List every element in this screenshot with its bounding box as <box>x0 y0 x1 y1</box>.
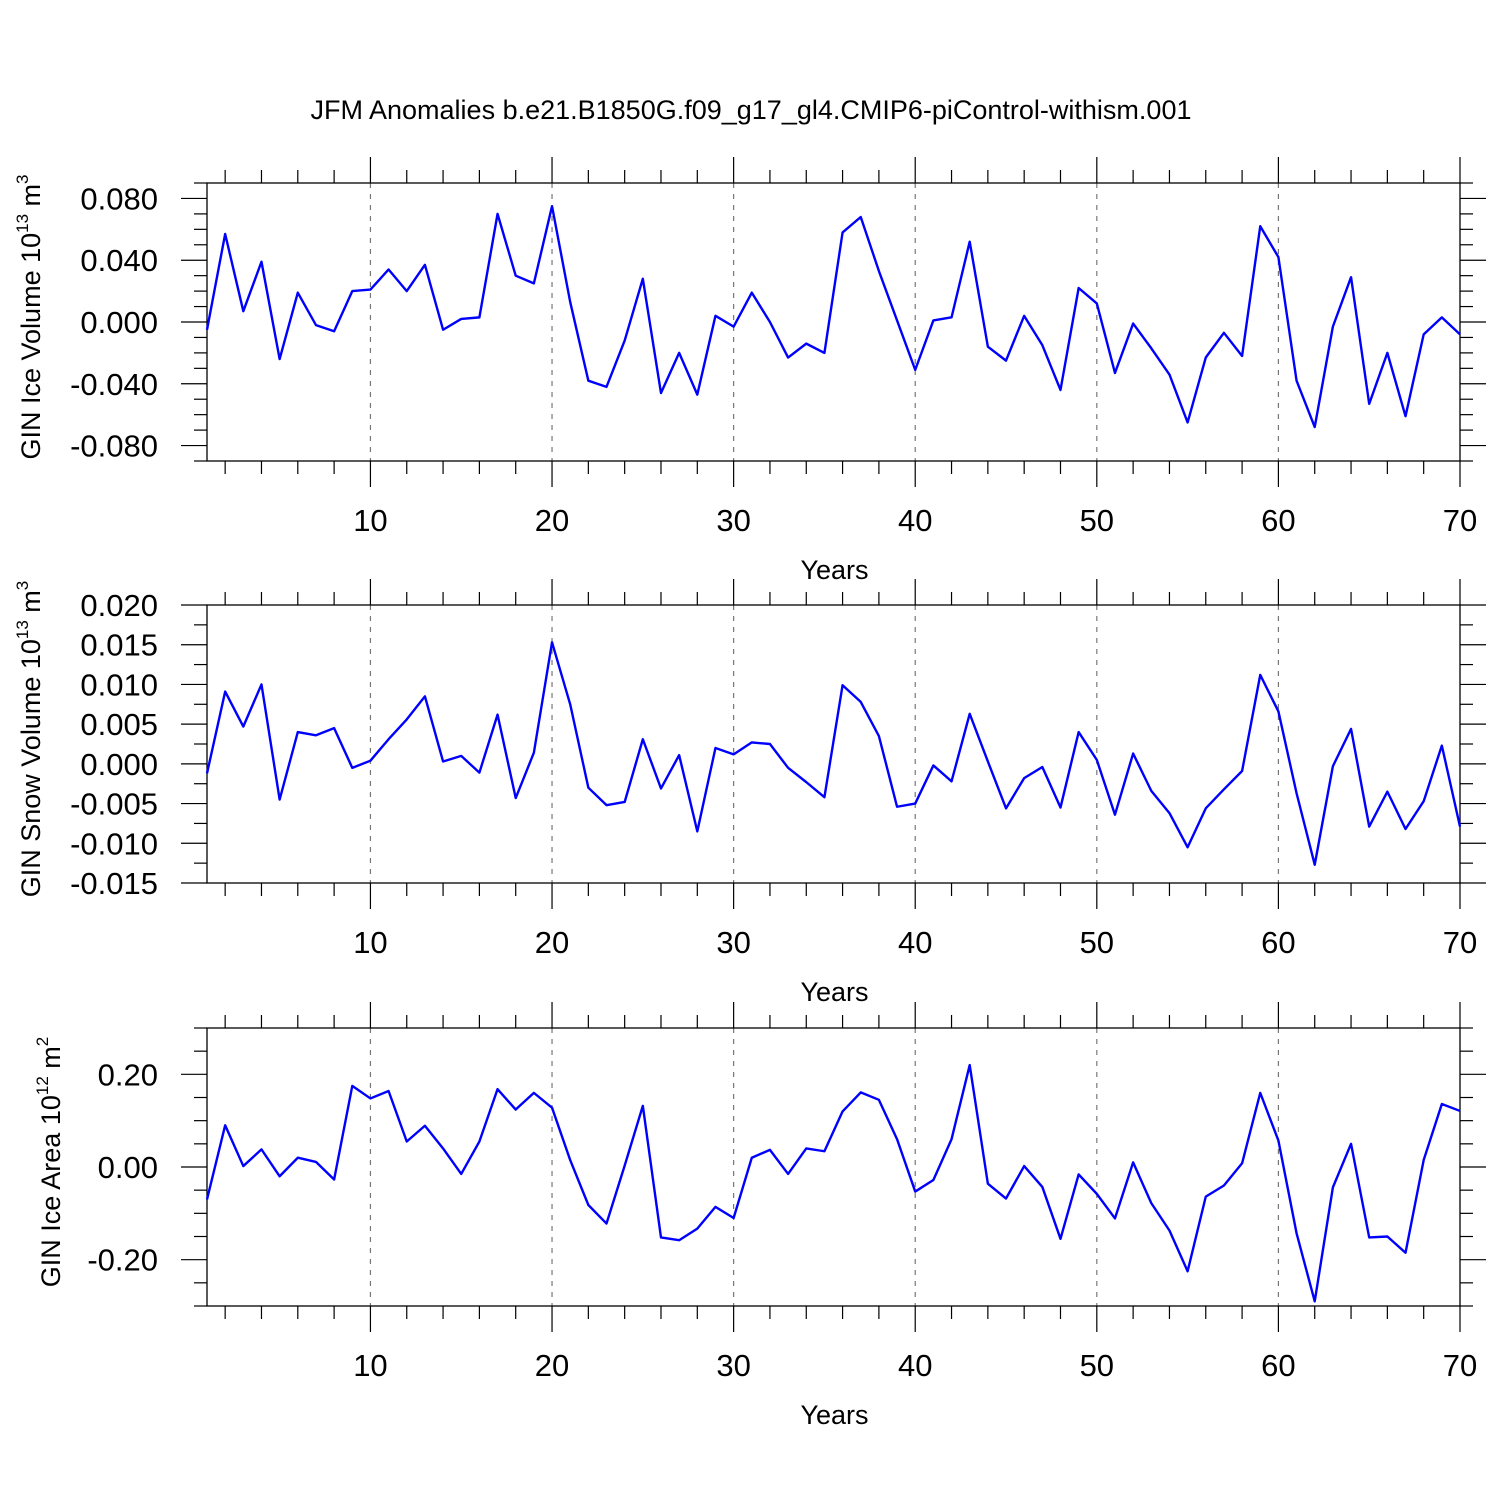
ice-area-y-axis-label: GIN Ice Area 1012 m2 <box>33 1037 66 1288</box>
snow-volume-x-tick-label: 20 <box>535 925 569 960</box>
ice-volume-x-tick-label: 30 <box>716 503 750 538</box>
snow-volume-y-tick-label: -0.005 <box>70 787 158 822</box>
ice-volume-x-tick-label: 20 <box>535 503 569 538</box>
snow-volume-x-tick-label: 30 <box>716 925 750 960</box>
snow-volume-x-tick-label: 60 <box>1261 925 1295 960</box>
snow-volume-x-tick-label: 40 <box>898 925 932 960</box>
snow-volume-y-tick-label: 0.010 <box>80 667 158 702</box>
ice-volume-y-tick-label: -0.040 <box>70 367 158 402</box>
snow-volume-x-tick-label: 50 <box>1080 925 1114 960</box>
ice-area-panel: 10 20 30 40 50 60 70 0.20 0.00 -0.20 Years GIN Ice … <box>33 1002 1486 1430</box>
snow-volume-x-tick-label: 70 <box>1443 925 1477 960</box>
ice-area-x-tick-label: 60 <box>1261 1348 1295 1383</box>
snow-volume-y-tick-label: 0.015 <box>80 628 158 663</box>
ice-area-y-tick-label: -0.20 <box>87 1243 158 1278</box>
snow-volume-y-tick-label: -0.010 <box>70 826 158 861</box>
ice-area-y-tick-label: 0.00 <box>98 1150 158 1185</box>
ice-area-y-tick-label: 0.20 <box>98 1057 158 1092</box>
ice-area-x-tick-label: 10 <box>353 1348 387 1383</box>
ice-volume-y-tick-label: 0.000 <box>80 305 158 340</box>
ice-volume-y-axis-label: GIN Ice Volume 1013 m3 <box>13 174 46 459</box>
ice-volume-x-tick-label: 10 <box>353 503 387 538</box>
snow-volume-y-axis-label: GIN Snow Volume 1013 m3 <box>13 581 46 898</box>
ice-area-series-line <box>205 1063 1461 1303</box>
snow-volume-y-tick-label: 0.000 <box>80 747 158 782</box>
snow-volume-y-tick-label: -0.015 <box>70 866 158 901</box>
snow-volume-series-line <box>205 641 1462 866</box>
ice-volume-x-tick-label: 50 <box>1080 503 1114 538</box>
ice-area-x-tick-label: 20 <box>535 1348 569 1383</box>
ice-area-x-tick-label: 30 <box>716 1348 750 1383</box>
snow-volume-y-tick-label: 0.005 <box>80 707 158 742</box>
ice-area-x-tick-label: 50 <box>1080 1348 1114 1383</box>
ice-area-x-tick-label: 40 <box>898 1348 932 1383</box>
ice-volume-y-tick-label: 0.040 <box>80 243 158 278</box>
ice-volume-x-tick-label: 70 <box>1443 503 1477 538</box>
ice-volume-x-tick-label: 40 <box>898 503 932 538</box>
ice-volume-series-line <box>205 204 1461 429</box>
figure-title: JFM Anomalies b.e21.B1850G.f09_g17_gl4.C… <box>311 95 1192 125</box>
ice-area-x-axis-label: Years <box>800 1400 868 1430</box>
ice-volume-panel: 10 20 30 40 50 60 70 0.080 0.040 0.000 -0.040 -0.08… <box>13 157 1486 585</box>
ice-volume-x-tick-label: 60 <box>1261 503 1295 538</box>
snow-volume-panel: 10 20 30 40 50 60 70 0.020 0.015 0.010 0.005 0.000 -… <box>13 579 1486 1007</box>
snow-volume-x-axis-label: Years <box>800 977 868 1007</box>
ice-volume-y-tick-label: 0.080 <box>80 181 158 216</box>
ice-volume-x-axis-label: Years <box>800 555 868 585</box>
ice-volume-y-tick-label: -0.080 <box>70 429 158 464</box>
ice-volume-plot-frame <box>206 182 1461 462</box>
ice-area-plot-frame <box>206 1027 1461 1307</box>
ice-area-x-tick-label: 70 <box>1443 1348 1477 1383</box>
snow-volume-y-tick-label: 0.020 <box>80 588 158 623</box>
snow-volume-x-tick-label: 10 <box>353 925 387 960</box>
